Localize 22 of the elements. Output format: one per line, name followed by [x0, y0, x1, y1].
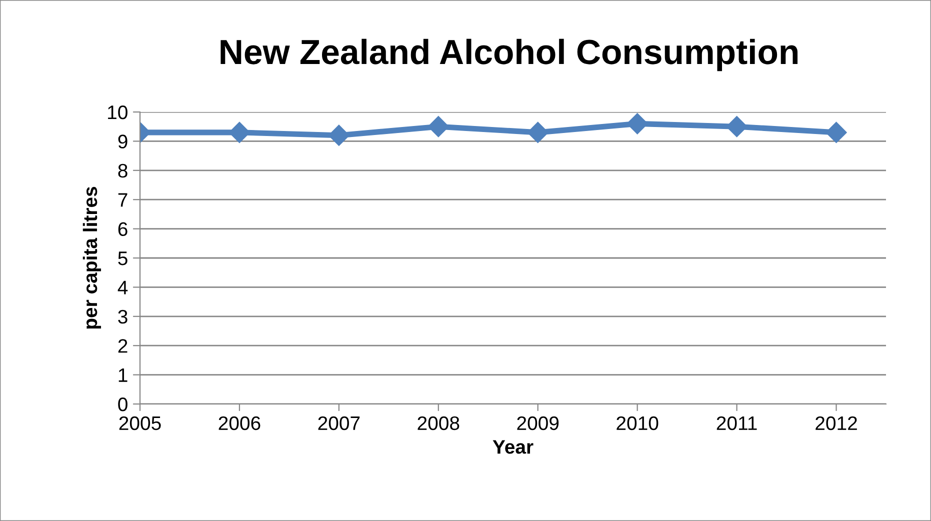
x-tick-label: 2010: [616, 416, 658, 430]
x-tick-label: 2011: [716, 416, 757, 430]
x-tick-label: 2009: [517, 416, 559, 430]
y-tick-label: 8: [118, 164, 128, 178]
y-tick-label: 10: [108, 105, 128, 120]
y-tick-label: 4: [118, 280, 128, 294]
x-tick-label: 2005: [119, 416, 161, 430]
y-tick-label: 5: [118, 252, 128, 266]
x-tick-label: 2008: [418, 416, 460, 430]
y-axis-title: per capita litres: [82, 186, 102, 329]
y-tick-label: 0: [118, 397, 128, 412]
x-tick-label: 2007: [318, 416, 360, 430]
y-tick-label: 3: [118, 310, 128, 324]
y-tick-label: 6: [118, 222, 128, 236]
x-tick-label: 2006: [218, 416, 260, 430]
x-axis-title: Year: [492, 440, 534, 454]
y-tick-label: 9: [118, 134, 128, 148]
y-tick-label: 1: [118, 368, 128, 382]
y-tick-label: 2: [118, 339, 128, 353]
x-tick-label: 2012: [816, 416, 857, 430]
chart-title: New Zealand Alcohol Consumption: [220, 38, 798, 72]
y-tick-label: 7: [118, 193, 128, 207]
